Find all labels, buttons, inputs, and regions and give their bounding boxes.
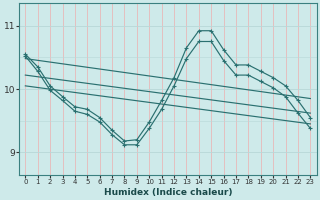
X-axis label: Humidex (Indice chaleur): Humidex (Indice chaleur) — [104, 188, 232, 197]
